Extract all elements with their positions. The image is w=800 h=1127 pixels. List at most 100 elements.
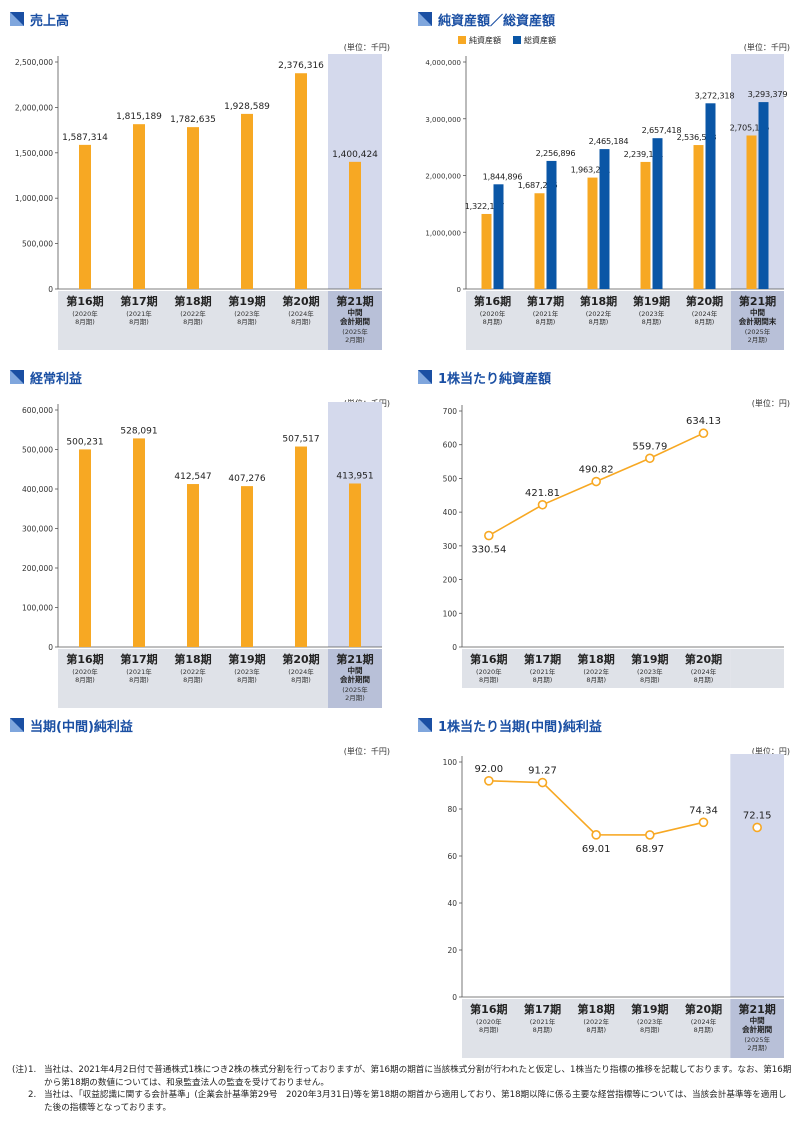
- period-month-label: 8月期): [183, 676, 203, 684]
- y-tick-label: 0: [457, 286, 461, 294]
- period-month-label: 8月期): [694, 1026, 714, 1034]
- period-label: 第17期: [120, 294, 157, 308]
- period-year-label: (2021年: [530, 667, 556, 676]
- note-text: 当社は、2021年4月2日付で普通株式1株につき2株の株式分割を行っておりますが…: [44, 1065, 792, 1088]
- total-assets-value-label: 3,293,379: [748, 89, 788, 99]
- period-year-label: (2020年: [72, 667, 98, 676]
- unit-label: (単位：円): [751, 399, 790, 408]
- period-month-label: 8月期): [589, 318, 609, 326]
- interim-label-background: [731, 291, 784, 350]
- period-label-background: [58, 291, 328, 350]
- title-triangle-icon: [418, 12, 432, 26]
- y-tick-label: 60: [447, 852, 457, 861]
- period-label: 第16期: [470, 1002, 507, 1016]
- point-value-label: 72.15: [743, 810, 772, 821]
- period-label-background: [730, 649, 784, 688]
- period-year-label: (2024年: [692, 309, 718, 318]
- net-assets-value-label: 2,536,508: [677, 132, 717, 142]
- period-year-label: (2021年: [126, 667, 152, 676]
- panel-title: 1株当たり純資産額: [418, 366, 551, 388]
- period-month-label: 8月期): [479, 1026, 499, 1034]
- period-month-label: 8月期): [695, 318, 715, 326]
- data-point: [537, 777, 548, 788]
- period-label: 第18期: [578, 652, 615, 666]
- y-tick-label: 300,000: [22, 525, 53, 534]
- point-value-label: 559.79: [632, 441, 667, 452]
- note-text: 当社は、「収益認識に関する会計基準」(企業会計基準第29号 2020年3月31日…: [44, 1090, 787, 1113]
- period-year-label: (2024年: [691, 667, 717, 676]
- period-label: 第19期: [633, 294, 670, 308]
- y-tick-label: 1,500,000: [15, 149, 53, 158]
- netincome-chart: [10, 714, 390, 1059]
- period-label: 第20期: [282, 652, 319, 666]
- y-tick-label: 3,000,000: [425, 116, 461, 124]
- y-tick-label: 600: [443, 441, 458, 450]
- data-point: [591, 830, 601, 840]
- period-year-label: (2023年: [234, 309, 260, 318]
- interim-period-sublabel: 会計期間: [340, 674, 370, 684]
- data-point: [698, 428, 709, 439]
- period-year-label: (2021年: [126, 309, 152, 318]
- bar-net-assets: [481, 213, 492, 289]
- bar-value-label: 413,951: [336, 471, 373, 481]
- title-text: 1株当たり当期(中間)純利益: [438, 719, 602, 735]
- point-value-label: 92.00: [475, 764, 504, 775]
- interim-highlight-band: [731, 54, 784, 289]
- period-year-label: (2021年: [530, 1017, 556, 1026]
- period-month-label: 8月期): [237, 318, 257, 326]
- period-label: 第16期: [66, 652, 103, 666]
- point-value-label: 330.54: [471, 545, 506, 556]
- bar-value-label: 528,091: [120, 426, 157, 436]
- period-label: 第16期: [474, 294, 511, 308]
- panel-title: 純資産額／総資産額: [418, 8, 555, 30]
- panel-ordinary: 経常利益 (単位：千円) 0100,000200,000300,000400,0…: [10, 366, 390, 711]
- period-month-label: 8月期): [536, 318, 556, 326]
- bar-value-label: 507,517: [282, 435, 319, 445]
- bar-total-assets: [758, 102, 769, 289]
- panel-title: 1株当たり当期(中間)純利益: [418, 714, 602, 736]
- total-assets-value-label: 2,256,896: [536, 148, 576, 158]
- interim-highlight-band: [730, 754, 784, 997]
- bar-value-label: 2,376,316: [278, 61, 324, 71]
- legend-item-total-assets: 総資産額: [513, 35, 556, 46]
- data-point: [484, 776, 494, 786]
- net-assets-value-label: 2,705,115: [730, 122, 770, 132]
- y-tick-label: 2,000,000: [15, 103, 53, 112]
- period-year-label: (2023年: [234, 667, 260, 676]
- bar-net-assets: [746, 135, 757, 289]
- panel-title: 当期(中間)純利益: [10, 714, 133, 736]
- data-point: [698, 817, 709, 828]
- bar: [133, 124, 145, 289]
- interim-label-background: [328, 291, 382, 350]
- panel-sales: 売上高 (単位：千円) 0 500,000 1,000,000 1,500,000 2,…: [10, 8, 390, 353]
- bar-total-assets: [652, 138, 663, 289]
- interim-month-label: 2月期): [747, 1044, 767, 1052]
- bar: [241, 113, 253, 289]
- y-tick-label: 1,000,000: [425, 229, 461, 237]
- net-assets-value-label: 1,687,246: [518, 180, 558, 190]
- period-month-label: 8月期): [291, 318, 311, 326]
- note-number: 1.: [28, 1065, 37, 1075]
- panel-netincome: 当期(中間)純利益 (単位：千円): [10, 714, 390, 1059]
- title-triangle-icon: [10, 370, 24, 384]
- eps-chart: 020406080100第16期(2020年8月期)第17期(2021年8月期)…: [443, 754, 784, 1058]
- y-tick-label: 400: [443, 508, 458, 517]
- note-2: 2. 当社は、「収益認識に関する会計基準」(企業会計基準第29号 2020年3月…: [12, 1089, 792, 1114]
- bar-value-label: 1,782,635: [170, 115, 216, 125]
- bar: [349, 161, 361, 289]
- y-tick-label: 100,000: [22, 604, 53, 613]
- y-tick-label: 0: [452, 643, 457, 652]
- period-year-label: (2023年: [637, 667, 663, 676]
- period-month-label: 8月期): [129, 318, 149, 326]
- panel-eps: 1株当たり当期(中間)純利益 (単位：円) 0 20 40 60 80 100 第16期 (2…: [418, 714, 790, 1059]
- period-year-label: (2024年: [288, 667, 314, 676]
- point-value-label: 69.01: [582, 844, 611, 855]
- bar-net-assets: [534, 193, 545, 289]
- bar-total-assets: [546, 160, 557, 289]
- interim-year-label: (2025年: [744, 1035, 770, 1044]
- point-value-label: 74.34: [689, 805, 718, 816]
- data-point: [645, 453, 655, 464]
- period-year-label: (2024年: [288, 309, 314, 318]
- period-month-label: 8月期): [640, 676, 660, 684]
- y-tick-label: 2,000,000: [425, 173, 461, 181]
